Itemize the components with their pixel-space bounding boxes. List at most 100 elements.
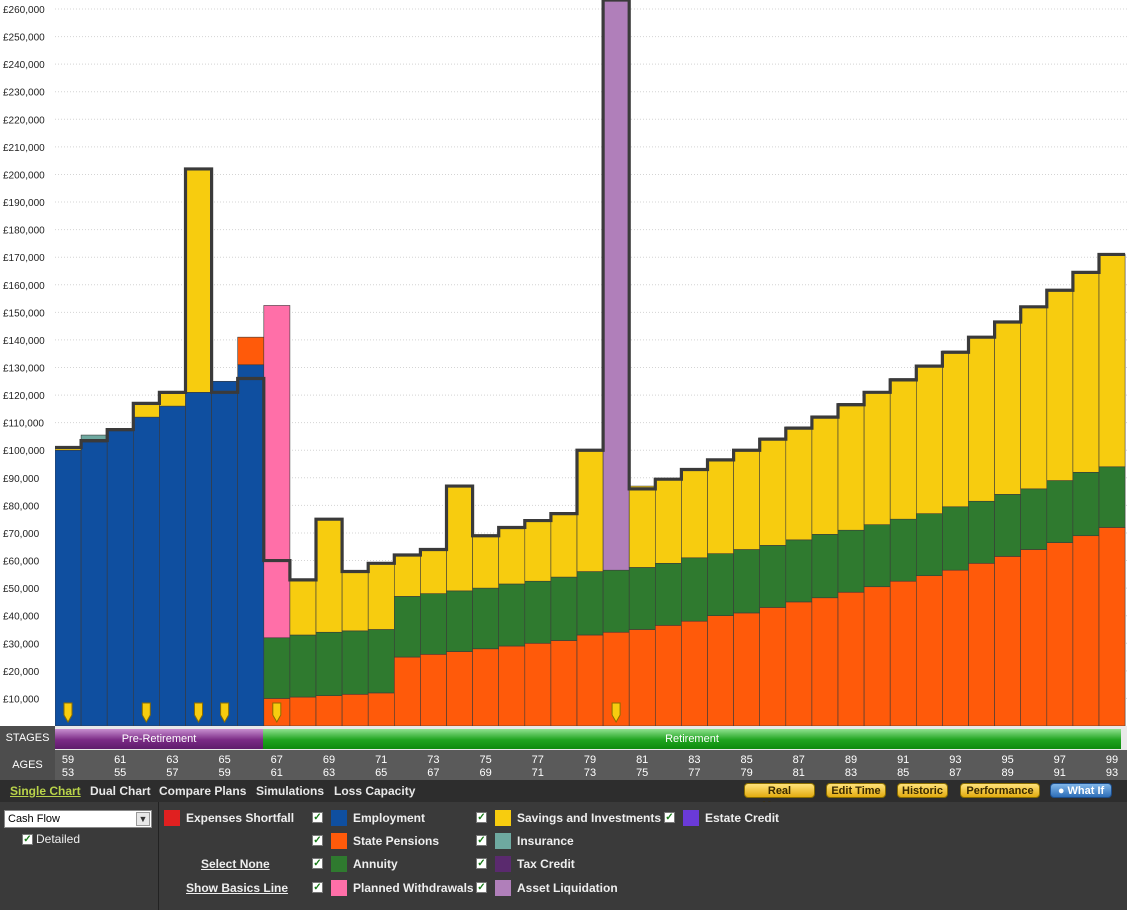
bar-segment[interactable] <box>420 653 447 726</box>
bar-segment[interactable] <box>968 562 995 726</box>
bar-segment[interactable] <box>681 469 708 559</box>
bar-segment[interactable] <box>1020 488 1048 550</box>
annuity-checkbox[interactable]: ✓ <box>312 858 323 869</box>
bar-segment[interactable] <box>393 656 421 726</box>
bar-segment[interactable] <box>263 305 291 639</box>
bar-segment[interactable] <box>811 415 839 535</box>
bar-segment[interactable] <box>211 380 239 726</box>
bar-segment[interactable] <box>681 620 708 726</box>
planned-withdrawals-checkbox[interactable]: ✓ <box>312 882 323 893</box>
state-pensions-checkbox[interactable]: ✓ <box>312 835 323 846</box>
historic-button[interactable]: Historic <box>897 783 948 798</box>
bar-segment[interactable] <box>837 591 865 726</box>
bar-segment[interactable] <box>133 416 160 726</box>
event-marker-icon[interactable] <box>272 702 282 724</box>
bar-segment[interactable] <box>759 437 787 546</box>
select-none-link[interactable]: Select None <box>201 857 270 871</box>
bar-segment[interactable] <box>315 518 343 633</box>
bar-segment[interactable] <box>1072 471 1100 537</box>
event-marker-icon[interactable] <box>141 702 151 724</box>
bar-segment[interactable] <box>968 336 995 502</box>
savings-checkbox[interactable]: ✓ <box>476 812 487 823</box>
bar-segment[interactable] <box>550 640 578 726</box>
bar-segment[interactable] <box>785 601 813 726</box>
bar-segment[interactable] <box>393 596 421 658</box>
bar-segment[interactable] <box>628 629 656 726</box>
bar-segment[interactable] <box>550 513 578 578</box>
bar-segment[interactable] <box>263 637 291 699</box>
bar-segment[interactable] <box>1020 306 1048 490</box>
bar-segment[interactable] <box>524 520 552 582</box>
bar-segment[interactable] <box>889 378 917 520</box>
bar-segment[interactable] <box>446 651 473 726</box>
bar-segment[interactable] <box>654 625 682 726</box>
bar-segment[interactable] <box>1098 466 1126 528</box>
bar-segment[interactable] <box>237 336 265 366</box>
bar-segment[interactable] <box>942 350 969 508</box>
bar-segment[interactable] <box>550 576 578 641</box>
bar-segment[interactable] <box>185 168 212 393</box>
bar-segment[interactable] <box>289 696 317 726</box>
tab-dual-chart[interactable]: Dual Chart <box>90 784 151 798</box>
bar-segment[interactable] <box>446 485 473 592</box>
bar-segment[interactable] <box>811 534 839 599</box>
bar-segment[interactable] <box>420 549 447 594</box>
bar-segment[interactable] <box>498 645 526 726</box>
bar-segment[interactable] <box>498 528 526 585</box>
bar-segment[interactable] <box>367 562 395 630</box>
what-if-button[interactable]: ● What If <box>1050 783 1112 798</box>
bar-segment[interactable] <box>785 539 813 603</box>
bar-segment[interactable] <box>133 404 160 418</box>
bar-segment[interactable] <box>289 579 317 636</box>
bar-segment[interactable] <box>942 506 969 571</box>
bar-segment[interactable] <box>446 590 473 652</box>
bar-segment[interactable] <box>628 485 656 568</box>
bar-segment[interactable] <box>915 575 943 726</box>
bar-segment[interactable] <box>472 648 500 726</box>
bar-segment[interactable] <box>341 630 369 695</box>
event-marker-icon[interactable] <box>611 702 621 724</box>
bar-segment[interactable] <box>915 365 943 514</box>
employment-checkbox[interactable]: ✓ <box>312 812 323 823</box>
bar-segment[interactable] <box>915 513 943 577</box>
bar-segment[interactable] <box>759 545 787 608</box>
real-money-button[interactable]: Real Money <box>744 783 815 812</box>
bar-segment[interactable] <box>1072 272 1100 473</box>
bar-segment[interactable] <box>367 692 395 726</box>
bar-segment[interactable] <box>472 535 500 589</box>
stage-retirement[interactable]: Retirement <box>263 729 1121 749</box>
tax-credit-checkbox[interactable]: ✓ <box>476 858 487 869</box>
bar-segment[interactable] <box>1020 549 1048 726</box>
event-marker-icon[interactable] <box>63 702 73 724</box>
bar-segment[interactable] <box>628 567 656 630</box>
stage-pre-retirement[interactable]: Pre-Retirement <box>55 729 263 749</box>
bar-segment[interactable] <box>863 392 891 525</box>
tab-simulations[interactable]: Simulations <box>256 784 325 798</box>
bar-segment[interactable] <box>159 405 186 726</box>
bar-segment[interactable] <box>1046 289 1074 481</box>
insurance-checkbox[interactable]: ✓ <box>476 835 487 846</box>
bar-segment[interactable] <box>524 642 552 726</box>
bar-segment[interactable] <box>942 569 969 726</box>
bar-segment[interactable] <box>315 631 343 696</box>
bar-segment[interactable] <box>1046 480 1074 543</box>
asset-liquidation-checkbox[interactable]: ✓ <box>476 882 487 893</box>
bar-segment[interactable] <box>1072 535 1100 726</box>
bar-segment[interactable] <box>837 403 865 531</box>
bar-segment[interactable] <box>654 562 682 626</box>
bar-segment[interactable] <box>1098 254 1126 468</box>
estate-credit-checkbox[interactable]: ✓ <box>664 812 675 823</box>
bar-segment[interactable] <box>994 494 1021 557</box>
edit-time-button[interactable]: Edit Time <box>826 783 886 798</box>
event-marker-icon[interactable] <box>194 702 203 724</box>
bar-segment[interactable] <box>785 426 813 541</box>
bar-segment[interactable] <box>524 580 552 644</box>
bar-segment[interactable] <box>367 629 395 694</box>
bar-segment[interactable] <box>968 500 995 564</box>
tab-loss-capacity[interactable]: Loss Capacity <box>334 784 416 798</box>
bar-segment[interactable] <box>994 321 1021 495</box>
bar-segment[interactable] <box>237 364 265 726</box>
bar-segment[interactable] <box>889 518 917 582</box>
bar-segment[interactable] <box>106 430 134 726</box>
bar-segment[interactable] <box>289 634 317 698</box>
